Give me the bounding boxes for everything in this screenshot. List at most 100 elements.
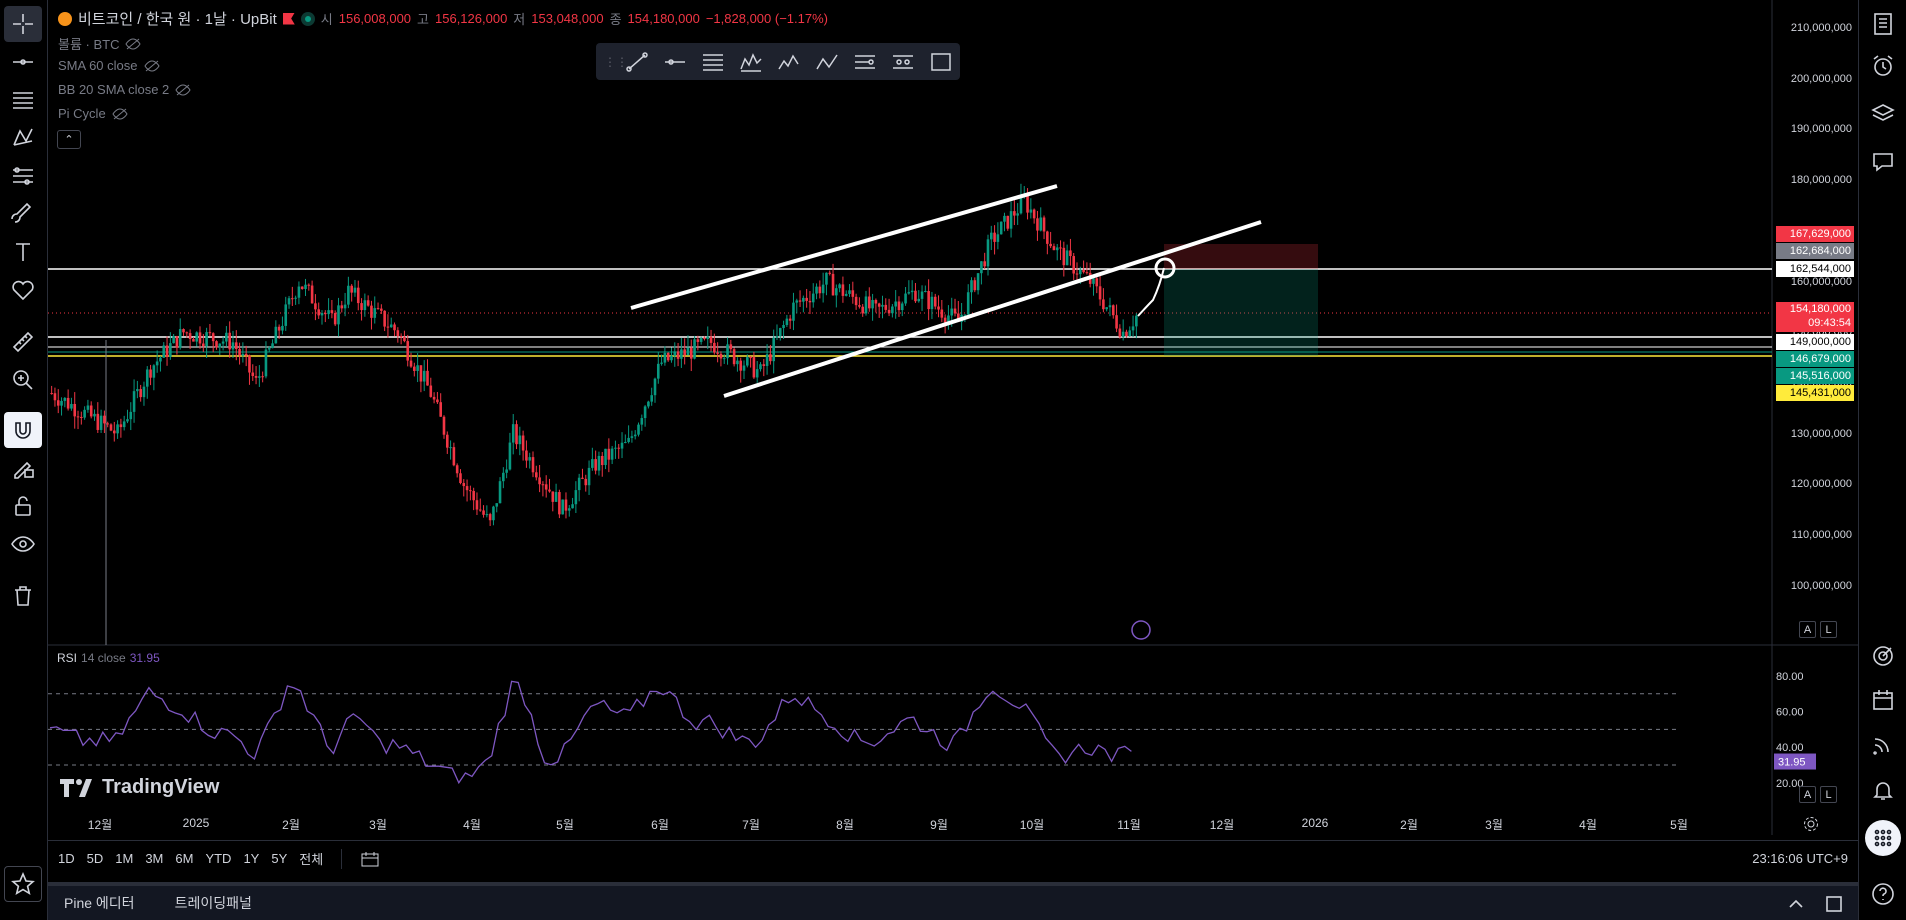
chevron-up-icon[interactable] [1786,894,1806,914]
candle-body [300,286,304,289]
range-all[interactable]: 전체 [299,852,324,867]
eye-hidden-icon[interactable] [112,107,128,120]
time-scale[interactable]: 12월 2025 2월 3월 4월 5월 6월 7월 8월 9월 10월 11월 12월 2026 2월 3월… [48,811,1770,835]
candle-body [1049,243,1052,247]
layers-icon[interactable] [1865,96,1901,132]
range-5d[interactable]: 5D [86,851,104,866]
candle-body [112,430,116,434]
candle-body [307,284,311,286]
candle-body [699,337,703,342]
chat-icon[interactable] [1865,144,1901,180]
indicator-pi-cycle[interactable]: Pi Cycle [58,106,128,121]
clock[interactable]: 23:16:06 UTC+9 [1752,851,1848,866]
tradingview-logo-icon [60,778,92,797]
alarm-clock-icon[interactable] [1865,48,1901,84]
tab-trading-panel[interactable]: 트레이딩패널 [174,895,252,911]
crosshair-icon[interactable] [4,6,42,42]
forecast-icon[interactable] [4,158,42,194]
tab-pine-editor[interactable]: Pine 에디터 [64,895,135,911]
candle-body [680,349,683,359]
candle-body [663,352,667,363]
rsi-log-scale-button[interactable]: L [1820,786,1837,803]
price-label: 167,629,000 [1776,226,1854,242]
candle-body [1039,217,1043,231]
tradingview-logo[interactable]: TradingView [60,776,219,799]
horizontal-ray-tool-icon[interactable] [660,47,690,77]
price-scale[interactable]: 210,000,000 200,000,000 190,000,000 180,000… [1772,0,1858,853]
fib-retracement-icon[interactable] [4,82,42,118]
lock-drawing-icon[interactable] [4,450,42,486]
pattern-tool-icon[interactable] [736,47,766,77]
zoom-in-icon[interactable] [4,362,42,398]
range-1d[interactable]: 1D [58,851,75,866]
candle-body [785,318,789,326]
ruler-icon[interactable] [4,324,42,360]
log-scale-button[interactable]: L [1820,621,1837,638]
help-icon[interactable] [1865,876,1901,912]
candle-body [755,369,759,378]
candle-body [337,305,340,325]
rectangle-tool-icon[interactable] [926,47,956,77]
fib-tool-icon[interactable] [698,47,728,77]
lock-icon[interactable] [4,488,42,524]
candle-body [426,370,429,386]
feed-icon[interactable] [1865,726,1901,762]
watchlist-icon[interactable] [1865,6,1901,42]
candle-body [706,336,710,339]
candle-body [472,490,475,501]
indicator-volume[interactable]: 볼륨 · BTC [58,34,142,53]
range-tool-icon[interactable] [888,47,918,77]
eye-hidden-icon[interactable] [143,59,160,72]
favorites-star-icon[interactable] [4,866,42,902]
chart-canvas[interactable]: 80.00 60.00 40.00 20.00 31.95 [48,0,1858,853]
indicator-bb[interactable]: BB 20 SMA close 2 [58,82,191,97]
rsi-legend[interactable]: RSI 14 close 31.95 [57,651,160,665]
candle-body [129,411,133,420]
drag-handle-icon[interactable]: ⋮⋮ [604,54,628,69]
candle-body [475,500,479,510]
flag-icon[interactable] [282,12,295,25]
range-1m[interactable]: 1M [115,851,134,866]
eye-hidden-icon[interactable] [175,83,191,96]
apps-grid-icon[interactable] [1865,820,1901,856]
settings-gear-icon[interactable] [1803,816,1819,832]
range-ytd[interactable]: YTD [205,851,232,866]
date-range-calendar-icon[interactable] [360,850,380,868]
candle-body [145,369,149,387]
candle-body [238,348,241,356]
candle-body [947,315,950,323]
symbol-title[interactable]: 비트코인 / 한국 원 · 1날 · UpBit [78,11,277,28]
collapse-legend-button[interactable]: ⌃ [57,130,81,149]
candle-body [1098,286,1102,300]
rsi-auto-scale-button[interactable]: A [1799,786,1816,803]
chart-pane[interactable]: 80.00 60.00 40.00 20.00 31.95 비트코인 / 한국 원 · … [48,0,1858,853]
auto-scale-button[interactable]: A [1799,621,1816,638]
notification-bell-icon[interactable] [1865,772,1901,808]
heart-icon[interactable] [4,272,42,308]
range-5y[interactable]: 5Y [271,851,288,866]
range-3m[interactable]: 3M [145,851,164,866]
parallel-channel-icon[interactable] [850,47,880,77]
range-1y[interactable]: 1Y [243,851,260,866]
magnet-icon[interactable] [4,412,42,448]
brush-icon[interactable] [4,196,42,232]
abc-wave-icon[interactable] [812,47,842,77]
trend-line-tool-icon[interactable] [622,47,652,77]
candle-body [99,415,103,430]
pattern-icon[interactable] [4,120,42,156]
trend-line-icon[interactable] [4,44,42,80]
candle-body [851,290,855,297]
eye-hidden-icon[interactable] [125,37,142,50]
target-icon[interactable] [1865,638,1901,674]
range-6m[interactable]: 6M [175,851,194,866]
candle-body [1065,250,1069,266]
calendar-icon[interactable] [1865,682,1901,718]
trash-icon[interactable] [4,578,42,614]
indicator-sma[interactable]: SMA 60 close [58,58,160,73]
candle-body [973,280,977,291]
candle-body [70,403,73,409]
elliott-wave-icon[interactable] [774,47,804,77]
eye-icon[interactable] [4,526,42,562]
text-icon[interactable] [4,234,42,270]
maximize-icon[interactable] [1824,894,1844,914]
